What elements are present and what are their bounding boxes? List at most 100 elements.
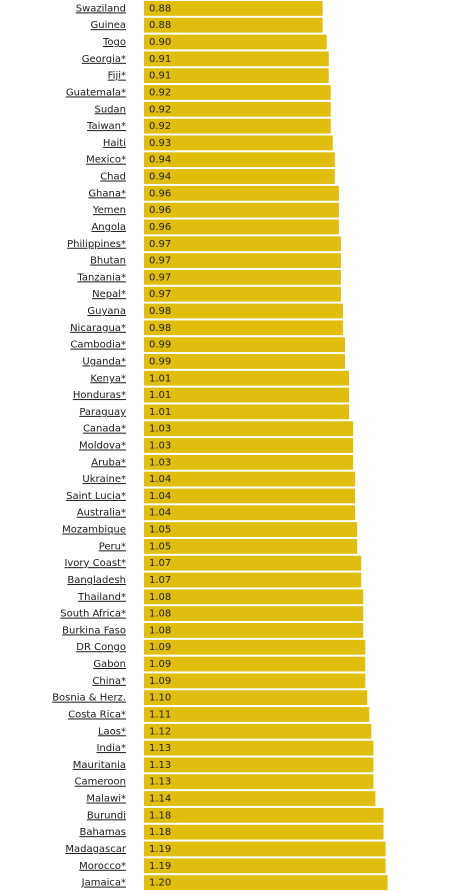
bar [144,538,358,554]
bar [144,639,366,655]
value-label: 0.92 [149,121,171,132]
country-link[interactable]: Guatemala* [66,87,126,98]
country-link[interactable]: Madagascar [65,844,127,855]
country-link[interactable]: Cambodia* [70,340,126,351]
country-link[interactable]: China* [92,676,126,687]
country-link[interactable]: Mexico* [86,155,126,166]
country-link[interactable]: Bangladesh [67,575,126,586]
country-link[interactable]: Yemen [92,205,126,216]
value-label: 0.88 [149,3,171,14]
country-link[interactable]: Haiti [103,138,126,149]
bar [144,185,339,201]
value-label: 0.97 [149,256,171,267]
value-label: 1.08 [149,592,171,603]
country-link[interactable]: Georgia* [82,54,126,65]
bar [144,454,354,470]
country-link[interactable]: India* [96,743,126,754]
country-link[interactable]: Cameroon [75,777,126,788]
country-link[interactable]: Togo [102,37,126,48]
value-label: 0.91 [149,54,171,65]
value-label: 1.01 [149,390,171,401]
value-label: 0.98 [149,306,171,317]
bar [144,85,331,100]
country-link[interactable]: Angola [91,222,126,233]
country-link[interactable]: Chad [100,172,126,183]
country-link[interactable]: Nicaragua* [70,323,126,334]
country-link[interactable]: Swaziland [76,3,126,14]
country-link[interactable]: Nepal* [92,289,126,300]
country-link[interactable]: Mozambique [62,525,126,536]
value-label: 0.96 [149,222,171,233]
value-label: 1.05 [149,541,171,552]
country-link[interactable]: Fiji* [108,71,126,82]
bar [144,555,362,571]
country-link[interactable]: Tanzania* [76,272,126,283]
country-link[interactable]: Australia* [77,508,126,519]
country-link[interactable]: Burkina Faso [62,625,126,636]
country-link[interactable]: Moldova* [79,441,126,452]
country-link[interactable]: South Africa* [60,609,126,620]
bar [144,438,354,453]
bar [144,875,388,890]
country-link[interactable]: Gabon [93,659,126,670]
value-label: 1.11 [149,709,171,720]
country-link[interactable]: Costa Rica* [68,709,126,720]
value-label: 1.13 [149,777,171,788]
country-link[interactable]: Bahamas [79,827,126,838]
country-link[interactable]: Ukraine* [82,474,126,485]
country-link[interactable]: Jamaica* [81,878,126,889]
value-label: 0.99 [149,340,171,351]
country-link[interactable]: Aruba* [91,457,126,468]
country-link[interactable]: Philippines* [67,239,126,250]
country-link[interactable]: Canada* [83,424,126,435]
value-label: 1.07 [149,558,171,569]
value-label: 0.91 [149,71,171,82]
country-link[interactable]: Paraguay [79,407,126,418]
bar [144,68,329,84]
bar [144,858,386,874]
value-label: 0.97 [149,239,171,250]
bar [144,791,376,806]
country-link[interactable]: Ghana* [88,188,126,199]
country-link[interactable]: Thailand* [77,592,126,603]
value-label: 1.12 [149,726,171,737]
country-link[interactable]: Laos* [98,726,126,737]
country-link[interactable]: Ivory Coast* [64,558,126,569]
country-link[interactable]: Guyana [87,306,126,317]
bar [144,337,345,353]
value-label: 1.01 [149,373,171,384]
value-label: 1.03 [149,441,171,452]
bar [144,505,356,521]
bar [144,354,345,369]
value-label: 1.10 [149,693,171,704]
bar [144,303,343,319]
bar [144,202,339,218]
country-link[interactable]: Taiwan* [86,121,126,132]
bar [144,387,350,403]
value-label: 0.99 [149,356,171,367]
country-link[interactable]: Uganda* [82,356,126,367]
country-link[interactable]: Mauritania [73,760,126,771]
value-label: 0.98 [149,323,171,334]
country-link[interactable]: Morocco* [79,861,126,872]
bar [144,572,362,588]
country-link[interactable]: Honduras* [73,390,126,401]
country-link[interactable]: DR Congo [76,642,126,653]
country-link[interactable]: Burundi [87,810,126,821]
country-link[interactable]: Peru* [99,541,126,552]
country-link[interactable]: Bhutan [90,256,126,267]
country-link[interactable]: Saint Lucia* [66,491,126,502]
country-link[interactable]: Kenya* [90,373,126,384]
bar [144,286,341,302]
bar [144,623,364,638]
bar [144,370,350,386]
country-link[interactable]: Sudan [95,104,127,115]
country-link[interactable]: Malawi* [86,794,126,805]
bar [144,471,356,487]
bar [144,152,335,168]
value-label: 1.04 [149,491,171,502]
value-label: 1.13 [149,743,171,754]
country-link[interactable]: Guinea [91,20,126,31]
country-link[interactable]: Bosnia & Herz. [52,693,126,704]
bar [144,404,350,420]
